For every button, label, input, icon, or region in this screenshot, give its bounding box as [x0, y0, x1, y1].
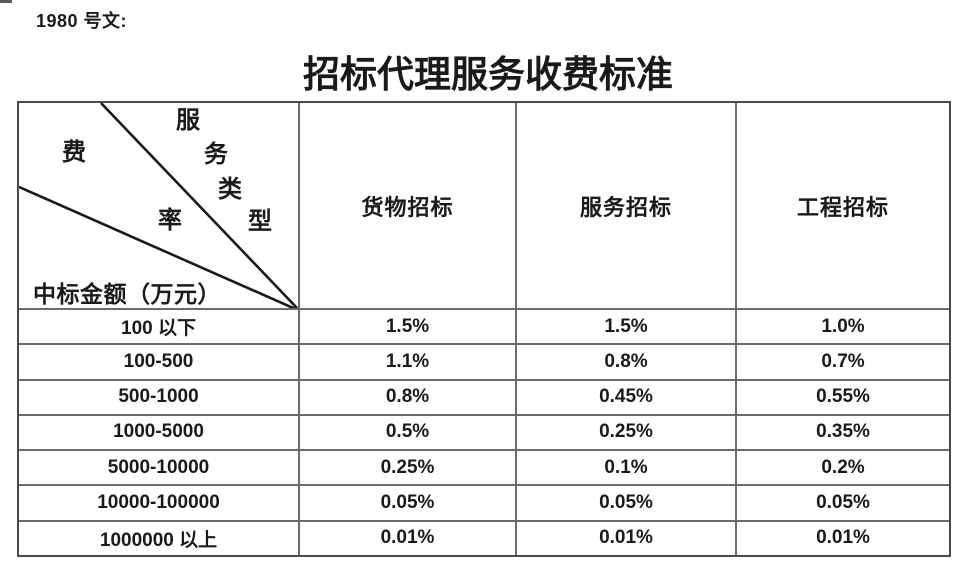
rate-cell: 0.01%	[735, 519, 949, 555]
amount-range-cell: 100-500	[19, 343, 298, 378]
rate-cell: 0.01%	[298, 519, 515, 555]
corner-rate-char: 费	[62, 140, 86, 166]
rate-cell: 0.55%	[735, 378, 949, 414]
rate-cell: 0.1%	[515, 449, 735, 485]
corner-type-char: 类	[218, 177, 242, 203]
rate-cell: 0.25%	[515, 413, 735, 450]
rate-cell: 1.5%	[298, 308, 515, 344]
rate-cell: 0.35%	[735, 413, 949, 450]
page-edge-artifact	[0, 0, 12, 3]
diagonal-divider-lines	[19, 103, 298, 308]
amount-range-cell: 100 以下	[19, 308, 298, 343]
corner-type-char: 型	[248, 209, 272, 235]
diagonal-header-cell: 服 务 类 型 费 率 中标金额（万元）	[19, 103, 298, 308]
rate-cell: 1.1%	[298, 343, 515, 379]
corner-type-char: 务	[204, 142, 228, 168]
amount-axis-label: 中标金额（万元）	[33, 282, 221, 307]
rate-cell: 0.5%	[298, 413, 515, 450]
rate-cell: 0.05%	[735, 484, 949, 520]
amount-range-cell: 1000000 以上	[19, 519, 298, 555]
page-title: 招标代理服务收费标准	[303, 55, 673, 96]
rate-cell: 1.5%	[515, 308, 735, 344]
amount-range-cell: 1000-5000	[19, 413, 298, 449]
rate-cell: 0.05%	[298, 484, 515, 520]
rate-cell: 0.25%	[298, 449, 515, 485]
rate-cell: 0.2%	[735, 449, 949, 485]
document-reference: 1980 号文:	[36, 11, 128, 31]
amount-range-cell: 5000-10000	[19, 449, 298, 484]
rate-cell: 0.05%	[515, 484, 735, 520]
rate-cell: 1.0%	[735, 308, 949, 344]
corner-rate-char: 率	[158, 208, 182, 234]
amount-range-cell: 10000-100000	[19, 484, 298, 519]
corner-type-char: 服	[176, 108, 200, 134]
fee-standard-table: 服 务 类 型 费 率 中标金额（万元） 货物招标 服务招标 工程招标 100 …	[17, 101, 951, 557]
col-header-services: 服务招标	[515, 103, 735, 308]
col-header-goods: 货物招标	[298, 103, 515, 308]
col-header-works: 工程招标	[735, 103, 949, 308]
rate-cell: 0.8%	[515, 343, 735, 379]
rate-cell: 0.45%	[515, 378, 735, 414]
amount-range-cell: 500-1000	[19, 378, 298, 414]
rate-cell: 0.7%	[735, 343, 949, 379]
rate-cell: 0.01%	[515, 519, 735, 555]
rate-cell: 0.8%	[298, 378, 515, 414]
